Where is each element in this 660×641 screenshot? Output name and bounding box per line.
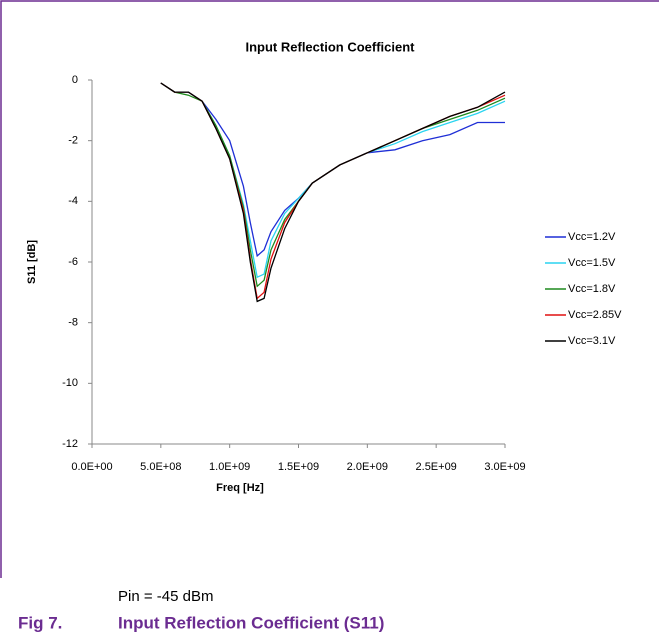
x-tick-label: 3.0E+09 — [484, 461, 525, 473]
x-tick-label: 5.0E+08 — [140, 461, 181, 473]
y-axis-label: S11 [dB] — [26, 240, 38, 284]
x-tick-label: 2.5E+09 — [416, 461, 457, 473]
y-tick-label: 0 — [72, 74, 78, 86]
x-axis-label: Freq [Hz] — [216, 482, 264, 494]
y-tick-label: -4 — [68, 195, 78, 207]
legend-label: Vcc=1.8V — [568, 283, 616, 295]
note: Pin = -45 dBm — [118, 588, 213, 605]
frame — [0, 0, 659, 578]
x-tick-label: 0.0E+00 — [71, 461, 112, 473]
y-tick-label: -8 — [68, 317, 78, 329]
chart-title: Input Reflection Coefficient — [246, 39, 416, 54]
series-line — [160, 82, 505, 258]
legend-label: Vcc=1.2V — [568, 231, 616, 243]
legend-label: Vcc=1.5V — [568, 257, 616, 269]
x-tick-label: 1.0E+09 — [209, 461, 250, 473]
y-tick-label: -6 — [68, 256, 78, 268]
series-line — [160, 82, 506, 303]
series-line — [160, 82, 506, 279]
figure-caption: Input Reflection Coefficient (S11) — [118, 613, 384, 632]
series-line — [160, 82, 506, 288]
x-tick-label: 1.5E+09 — [278, 461, 319, 473]
x-tick-label: 2.0E+09 — [347, 461, 388, 473]
y-tick-label: -10 — [62, 377, 78, 389]
y-tick-label: -2 — [68, 135, 78, 147]
figure-number: Fig 7. — [18, 613, 62, 632]
legend-label: Vcc=3.1V — [568, 335, 616, 347]
legend-label: Vcc=2.85V — [568, 309, 622, 321]
y-tick-label: -12 — [62, 438, 78, 450]
